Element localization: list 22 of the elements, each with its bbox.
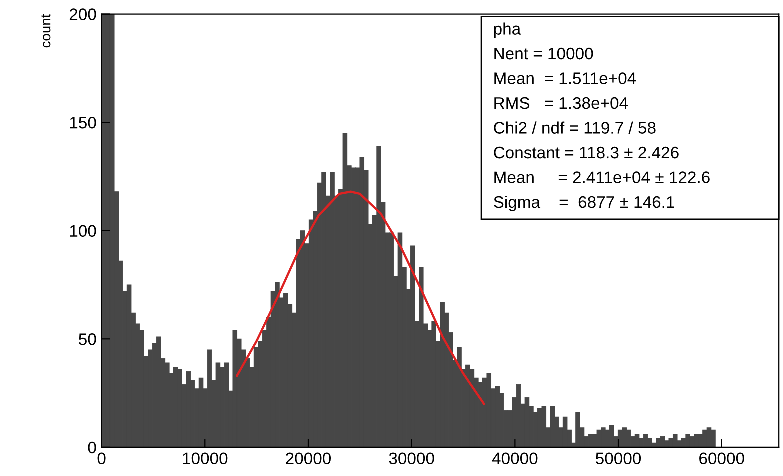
annotation: Chi2 / ndf = 119.7 / 58 [494, 122, 656, 134]
x-tick-label: 0 [98, 452, 106, 465]
y-tick-label: 50 [79, 334, 96, 346]
y-tick-label: 150 [70, 116, 96, 129]
annotation: Nent = 10000 [494, 48, 594, 60]
y-tick-label: 200 [70, 8, 96, 20]
y-axis-title: count [42, 14, 51, 48]
y-tick-label: 100 [70, 225, 96, 238]
annotation: Sigma = 6877 ± 146.1 [494, 196, 674, 212]
annotation: Mean = 2.411e+04 ± 122.6 [494, 172, 710, 184]
x-tick-label: 10000 [183, 452, 228, 465]
annotation: pha [494, 22, 522, 38]
x-tick-label: 20000 [286, 452, 332, 465]
x-tick-label: 30000 [389, 452, 434, 465]
x-tick-label: 50000 [596, 452, 642, 465]
annotation: Mean = 1.511e+04 [494, 72, 636, 84]
x-tick-label: 60000 [700, 452, 744, 465]
x-tick-label: 40000 [492, 452, 538, 465]
line-series [236, 190, 486, 406]
annotation: Constant = 118.3 ± 2.426 [494, 146, 679, 159]
annotation: RMS = 1.38e+04 [494, 97, 628, 110]
y-tick-label: 0 [88, 442, 96, 454]
